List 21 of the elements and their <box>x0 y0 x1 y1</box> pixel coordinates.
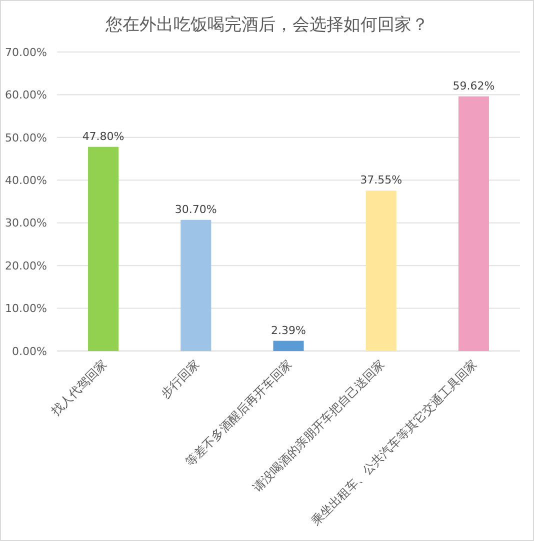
data-label: 47.80% <box>82 130 124 143</box>
y-tick-label: 70.00% <box>5 46 47 59</box>
y-tick-label: 20.00% <box>5 259 47 272</box>
y-tick-label: 30.00% <box>5 216 47 230</box>
y-tick-label: 40.00% <box>5 174 47 187</box>
data-label: 30.70% <box>174 202 217 216</box>
y-tick-label: 0.00% <box>12 344 47 358</box>
y-tick-label: 50.00% <box>5 131 47 144</box>
y-tick-label: 60.00% <box>5 88 47 102</box>
y-tick-label: 10.00% <box>5 302 47 316</box>
bar <box>273 340 304 351</box>
x-tick-label: 步行回家 <box>158 357 202 402</box>
chart-title: 您在外出吃饭喝完酒后，会选择如何回家？ <box>104 15 428 35</box>
bar <box>458 96 489 351</box>
data-label: 37.55% <box>360 174 402 187</box>
data-label: 59.62% <box>452 79 495 92</box>
bar <box>180 220 212 351</box>
x-tick-label: 找人代驾回家 <box>48 357 110 419</box>
bar <box>88 146 119 351</box>
bar <box>366 190 396 351</box>
data-label: 2.39% <box>271 324 306 337</box>
